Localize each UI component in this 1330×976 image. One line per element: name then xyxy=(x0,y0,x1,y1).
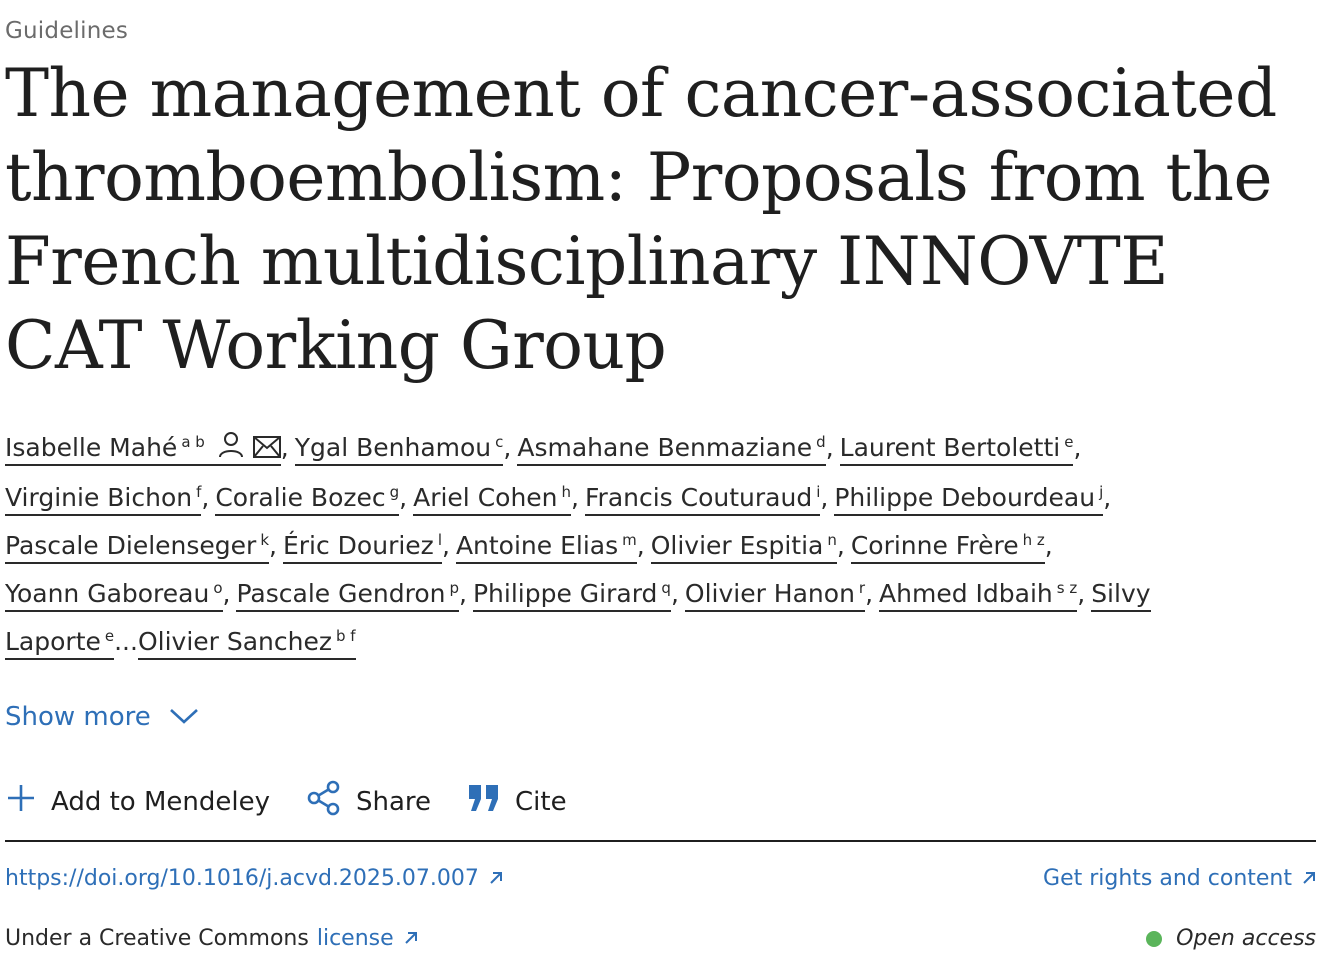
cite-button[interactable]: Cite xyxy=(467,783,567,820)
author-link[interactable]: Pascale Gendron p xyxy=(236,579,459,612)
open-access-dot-icon xyxy=(1146,930,1163,947)
author-link[interactable]: Silvy xyxy=(1091,579,1151,612)
add-to-mendeley-label: Add to Mendeley xyxy=(51,786,270,817)
license-line: Under a Creative Commons license xyxy=(5,926,418,951)
chevron-down-icon xyxy=(169,702,199,732)
license-prefix: Under a Creative Commons xyxy=(5,926,309,951)
article-title: The management of cancer-associated thro… xyxy=(5,55,1277,384)
share-button[interactable]: Share xyxy=(306,780,431,823)
license-link[interactable]: license xyxy=(317,926,418,951)
author-link[interactable]: Antoine Elias m xyxy=(455,531,637,564)
author-link[interactable]: Virginie Bichon f xyxy=(5,483,202,516)
author-link[interactable]: Coralie Bozec g xyxy=(215,483,400,516)
author-link[interactable]: Pascale Dielenseger k xyxy=(5,531,270,564)
external-link-arrow-icon xyxy=(489,866,503,891)
article-type: Guidelines xyxy=(5,18,129,44)
open-access-badge: Open access xyxy=(1146,926,1316,951)
author-link[interactable]: Corinne Frère h z xyxy=(850,531,1045,564)
envelope-icon xyxy=(252,426,281,474)
author-link[interactable]: Laporte e xyxy=(5,627,115,660)
author-link[interactable]: Isabelle Mahé a b xyxy=(5,432,281,466)
show-more-button[interactable]: Show more xyxy=(5,702,199,732)
author-link[interactable]: Laurent Bertoletti e xyxy=(839,433,1074,466)
external-link-arrow-icon xyxy=(404,926,418,951)
add-to-mendeley-button[interactable]: Add to Mendeley xyxy=(5,782,270,821)
author-link[interactable]: Olivier Hanon r xyxy=(684,579,866,612)
author-link[interactable]: Asmahane Benmaziane d xyxy=(517,433,826,466)
author-link[interactable]: Philippe Debourdeau j xyxy=(834,483,1104,516)
author-link[interactable]: Olivier Sanchez b f xyxy=(137,627,356,660)
show-more-label: Show more xyxy=(5,702,151,732)
article-toolbar: Add to Mendeley Share Cite xyxy=(5,780,603,823)
cite-label: Cite xyxy=(515,786,567,817)
quote-icon xyxy=(467,783,501,820)
person-icon xyxy=(218,426,243,474)
external-link-arrow-icon xyxy=(1302,866,1316,891)
author-link[interactable]: Ahmed Idbaih s z xyxy=(879,579,1078,612)
open-access-label: Open access xyxy=(1176,926,1316,951)
plus-icon xyxy=(5,782,37,821)
share-icon xyxy=(306,780,342,823)
author-link[interactable]: Éric Douriez l xyxy=(282,531,442,564)
get-rights-link[interactable]: Get rights and content xyxy=(1043,866,1316,891)
author-list: Isabelle Mahé a b, Ygal Benhamou c, Asmahane… xyxy=(5,424,1305,666)
share-label: Share xyxy=(355,786,432,817)
doi-link[interactable]: https://doi.org/10.1016/j.acvd.2025.07.0… xyxy=(5,866,503,891)
author-link[interactable]: Olivier Espitia n xyxy=(650,531,837,564)
divider xyxy=(5,840,1316,842)
author-link[interactable]: Philippe Girard q xyxy=(472,579,671,612)
author-link[interactable]: Ygal Benhamou c xyxy=(294,433,504,466)
author-ellipsis: ... xyxy=(114,627,138,656)
author-link[interactable]: Francis Couturaud i xyxy=(584,483,821,516)
author-link[interactable]: Ariel Cohen h xyxy=(413,483,572,516)
author-link[interactable]: Yoann Gaboreau o xyxy=(5,579,223,612)
